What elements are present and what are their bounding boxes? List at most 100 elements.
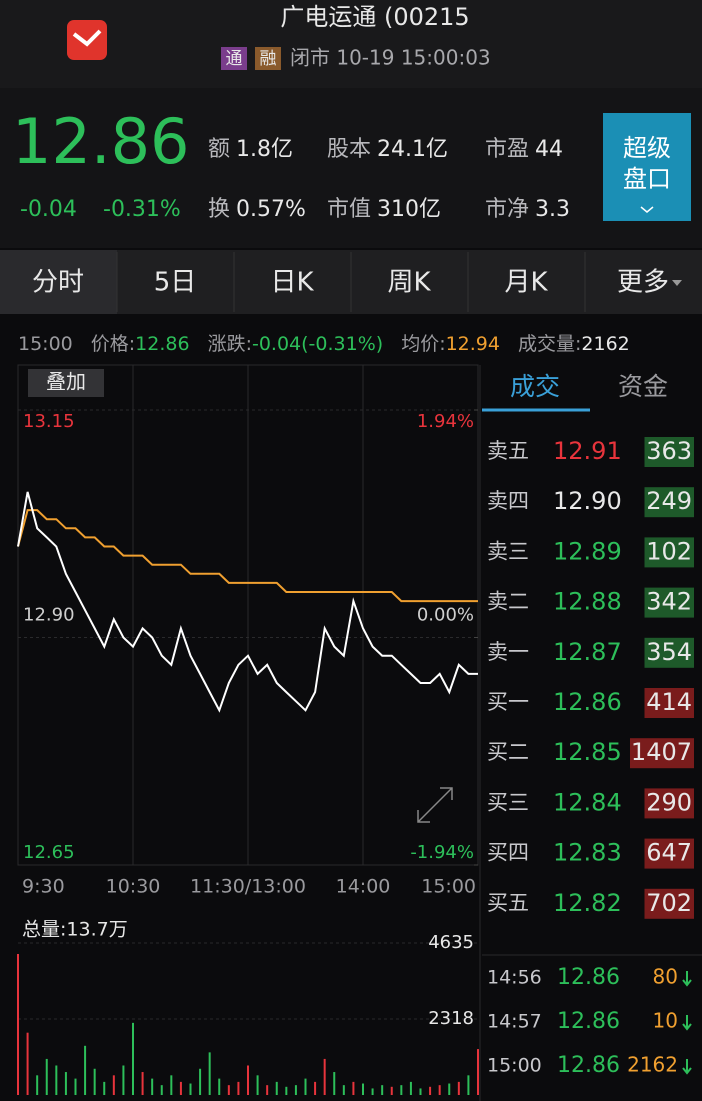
volume-bar (256, 1075, 259, 1095)
book-label: 买一 (487, 690, 529, 714)
price-line (17, 509, 478, 603)
info-value: 12.94 (446, 333, 500, 355)
book-volume-bg (644, 788, 694, 819)
book-volume: 363 (646, 437, 692, 465)
badge-label: 融 (260, 49, 277, 69)
tab[interactable]: 月K (504, 268, 548, 298)
overlay-button[interactable] (28, 369, 104, 397)
volume-bar (189, 1083, 192, 1095)
info-value: 2162 (581, 333, 629, 355)
volume-bar (429, 1086, 432, 1095)
volume-bar (477, 1049, 479, 1095)
volume-bar (237, 1081, 240, 1095)
volume-bar (208, 1052, 211, 1095)
volume-bar (438, 1085, 441, 1095)
stat-label: 市净 (485, 197, 529, 222)
change: -0.04 (20, 197, 77, 222)
book-volume-bg (644, 888, 694, 919)
book-volume: 354 (646, 638, 692, 666)
book-volume: 647 (646, 839, 692, 867)
price: 12.86 (12, 105, 190, 178)
badge-label: 通 (226, 49, 243, 69)
book-label: 买四 (487, 841, 529, 865)
volume-bar (314, 1081, 317, 1095)
y-tick-label: 12.65 (23, 842, 75, 863)
overlay-label: 叠加 (46, 370, 86, 394)
side-tab[interactable]: 成交 (510, 372, 560, 401)
stat-value: 44 (535, 137, 563, 162)
info-bar: 15:00 价格:12.86 涨跌:-0.04(-0.31%) 均价:12.94 成交量… (18, 333, 630, 355)
book-price: 12.88 (553, 588, 622, 616)
book-label: 卖一 (487, 640, 529, 664)
stat: 市值 310亿 (327, 197, 441, 222)
y2-tick-label: -1.94% (410, 842, 474, 863)
volume-bar (36, 1075, 39, 1095)
tab[interactable]: 周K (387, 268, 431, 298)
volume-bar (17, 953, 19, 1095)
volume-bar (400, 1085, 403, 1095)
volume-bar (333, 1072, 336, 1095)
book-price: 12.86 (553, 688, 622, 716)
app-icon-mark (72, 29, 102, 47)
badge (255, 47, 281, 70)
info-label: 成交量: (518, 333, 581, 355)
stat: 股本 24.1亿 (327, 137, 448, 162)
change-pct: -0.31% (103, 197, 181, 222)
expand-icon[interactable] (417, 787, 453, 823)
book-price: 12.85 (553, 738, 622, 766)
book-volume: 414 (646, 688, 692, 716)
info-label: 价格: (91, 333, 135, 355)
book-label: 卖三 (487, 539, 529, 563)
volume-bar (247, 1065, 249, 1095)
side-tab[interactable]: 资金 (618, 372, 668, 401)
info-label: 均价: (401, 333, 445, 355)
price-line (17, 491, 478, 713)
tab[interactable]: 分时 (32, 268, 84, 298)
x-tick-label: 14:00 (336, 876, 391, 898)
stat-value: 24.1亿 (377, 137, 448, 162)
x-tick-label: 9:30 (22, 876, 65, 898)
book-price: 12.87 (553, 638, 622, 666)
volume-bar (84, 1045, 87, 1095)
volume-bar (160, 1085, 163, 1095)
book-volume: 290 (646, 788, 692, 816)
trade-time: 14:56 (487, 967, 542, 989)
volume-bar (275, 1081, 278, 1095)
book-volume: 1407 (631, 738, 692, 766)
book-volume: 702 (646, 889, 692, 917)
volume-bar (151, 1078, 154, 1095)
info-time: 15:00 (18, 333, 73, 355)
x-tick-label: 10:30 (106, 876, 161, 898)
book-volume-bg (644, 637, 694, 668)
tab[interactable]: 更多 (617, 268, 669, 298)
info-value: -0.04(-0.31%) (252, 333, 383, 355)
stat-value: 1.8亿 (236, 137, 293, 162)
tab[interactable]: 日K (270, 268, 314, 298)
volume-bar (55, 1065, 58, 1095)
book-volume-bg (644, 587, 694, 618)
down-arrow (682, 1059, 692, 1075)
super-panel-button[interactable] (603, 113, 691, 221)
stat: 额 1.8亿 (208, 137, 293, 162)
stat: 市盈 44 (485, 137, 563, 162)
volume-bar (448, 1083, 451, 1095)
book-volume-bg (644, 688, 694, 718)
book-label: 买三 (487, 790, 529, 814)
trade-time: 15:00 (487, 1055, 542, 1077)
volume-bar (141, 1072, 144, 1095)
tab[interactable]: 5日 (154, 268, 197, 298)
trade-volume: 80 (653, 965, 678, 989)
chevron (640, 206, 654, 213)
quote-bg (0, 88, 702, 248)
stat-label: 换 (208, 197, 230, 222)
stat-label: 市盈 (485, 137, 529, 162)
trade-price: 12.86 (557, 1009, 620, 1034)
volume-bar (371, 1088, 374, 1095)
stat-value: 310亿 (377, 197, 441, 222)
book-volume-bg (644, 487, 694, 518)
y-tick-label: 12.90 (23, 605, 75, 626)
y2-tick-label: 1.94% (417, 411, 474, 432)
trade-volume: 2162 (627, 1053, 678, 1077)
